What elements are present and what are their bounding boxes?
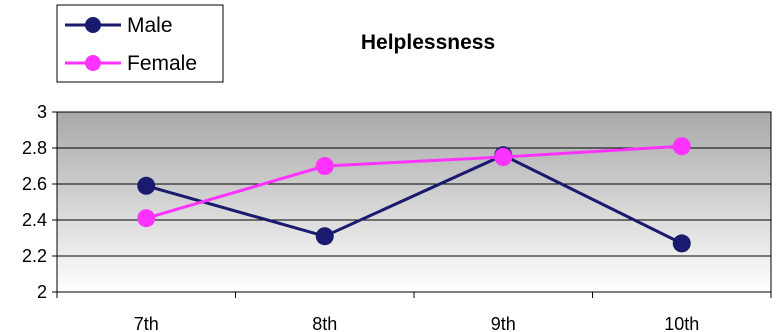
data-point-male (137, 176, 156, 195)
x-axis: 7th 8th 9th 10th (56, 292, 772, 332)
y-tick-label: 2 (37, 282, 47, 302)
legend: Male Female (56, 4, 224, 83)
x-tick-label: 7th (134, 314, 159, 332)
data-point-female (315, 157, 334, 175)
y-tick-label: 2.2 (22, 246, 47, 266)
series-line-female (145, 144, 682, 220)
legend-male-label: Male (127, 14, 173, 37)
legend-box (56, 4, 224, 83)
series-layer (137, 137, 691, 253)
plot-background (56, 111, 772, 293)
data-point-female (494, 148, 513, 166)
series-line-male (145, 153, 683, 245)
x-tick-label: 8th (312, 314, 337, 332)
y-tick-label: 2.8 (22, 138, 47, 158)
chart-title: Helplessness (361, 31, 495, 54)
data-point-female (672, 137, 691, 156)
data-point-female (137, 209, 156, 228)
x-tick-label: 10th (664, 314, 699, 332)
y-tick-label: 2.6 (22, 174, 47, 194)
legend-female-label: Female (127, 52, 197, 75)
data-point-male (672, 234, 691, 253)
legend-female-marker (85, 55, 101, 71)
y-axis: 2 2.2 2.4 2.6 2.8 3 (22, 102, 57, 302)
x-tick-label: 9th (491, 314, 516, 332)
data-point-male (315, 227, 334, 246)
plot-area: 2 2.2 2.4 2.6 2.8 3 7th 8th 9th 10th (22, 102, 772, 332)
y-tick-label: 3 (37, 102, 47, 122)
legend-male-marker (85, 17, 101, 33)
y-tick-label: 2.4 (22, 210, 47, 230)
